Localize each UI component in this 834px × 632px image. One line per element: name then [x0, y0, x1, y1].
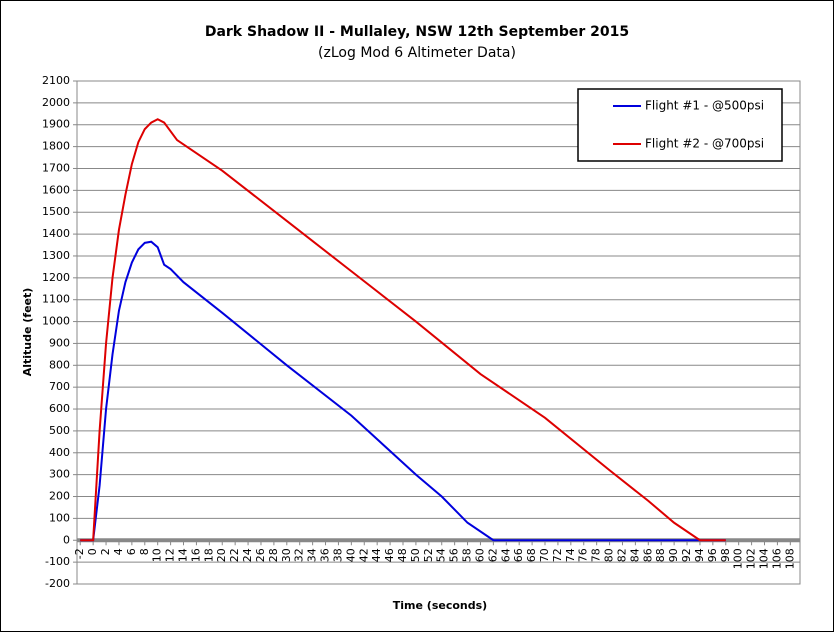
y-tick-label: 1100 — [42, 293, 70, 306]
x-tick-label: 2 — [99, 548, 112, 555]
x-tick-label: 42 — [357, 548, 370, 562]
x-tick-label: 48 — [396, 548, 409, 562]
x-tick-label: 38 — [331, 548, 344, 562]
x-tick-label: 24 — [241, 548, 254, 562]
x-tick-label: 102 — [745, 548, 758, 569]
y-tick-label: 1200 — [42, 271, 70, 284]
x-tick-label: 4 — [112, 548, 125, 555]
x-tick-label: 12 — [164, 548, 177, 562]
x-tick-label: 76 — [577, 548, 590, 562]
x-tick-label: 54 — [435, 548, 448, 562]
x-tick-label: 74 — [564, 548, 577, 562]
y-tick-label: 1800 — [42, 140, 70, 153]
x-tick-label: 22 — [228, 548, 241, 562]
x-tick-label: 0 — [86, 548, 99, 555]
x-tick-label: 108 — [783, 548, 796, 569]
x-tick-label: 6 — [125, 548, 138, 555]
x-tick-label: 40 — [344, 548, 357, 562]
x-tick-label: 46 — [383, 548, 396, 562]
x-tick-label: 82 — [615, 548, 628, 562]
x-tick-label: 84 — [628, 548, 641, 562]
legend-label: Flight #2 - @700psi — [645, 137, 764, 151]
y-tick-label: 1700 — [42, 161, 70, 174]
x-tick-label: 26 — [254, 548, 267, 562]
y-tick-label: -100 — [45, 555, 70, 568]
x-tick-label: 70 — [538, 548, 551, 562]
y-tick-label: 500 — [49, 424, 70, 437]
x-tick-label: 104 — [757, 548, 770, 569]
x-tick-label: 96 — [706, 548, 719, 562]
chart-title: Dark Shadow II - Mullaley, NSW 12th Sept… — [205, 24, 629, 40]
plot-area — [76, 80, 801, 585]
y-tick-label: -200 — [45, 577, 70, 590]
x-tick-label: 34 — [306, 548, 319, 562]
x-tick-label: 62 — [486, 548, 499, 562]
x-tick-label: 100 — [732, 548, 745, 569]
x-tick-label: 58 — [461, 548, 474, 562]
x-tick-label: 78 — [590, 548, 603, 562]
y-tick-label: 800 — [49, 358, 70, 371]
x-tick-label: 8 — [138, 548, 151, 555]
x-tick-label: 64 — [499, 548, 512, 562]
y-tick-label: 400 — [49, 446, 70, 459]
y-tick-label: 0 — [63, 533, 70, 546]
x-tick-label: 88 — [654, 548, 667, 562]
y-tick-label: 1500 — [42, 205, 70, 218]
y-tick-label: 1000 — [42, 315, 70, 328]
x-tick-label: 66 — [512, 548, 525, 562]
x-tick-label: 80 — [603, 548, 616, 562]
y-tick-label: 1300 — [42, 249, 70, 262]
x-tick-label: 106 — [770, 548, 783, 569]
x-tick-label: 14 — [177, 548, 190, 562]
x-axis-title: Time (seconds) — [393, 599, 487, 612]
x-tick-label: 30 — [280, 548, 293, 562]
x-tick-label: 32 — [293, 548, 306, 562]
x-tick-label: 28 — [267, 548, 280, 562]
y-tick-label: 2100 — [42, 74, 70, 87]
x-tick-label: 72 — [551, 548, 564, 562]
x-tick-label: 56 — [448, 548, 461, 562]
series-line — [80, 118, 726, 542]
x-tick-label: 86 — [641, 548, 654, 562]
x-tick-label: 18 — [202, 548, 215, 562]
y-tick-label: 100 — [49, 511, 70, 524]
x-tick-label: 20 — [215, 548, 228, 562]
x-tick-label: 10 — [151, 548, 164, 562]
y-tick-label: 1400 — [42, 227, 70, 240]
x-tick-label: 68 — [525, 548, 538, 562]
x-tick-label: 52 — [422, 548, 435, 562]
x-tick-label: 60 — [473, 548, 486, 562]
legend-label: Flight #1 - @500psi — [645, 99, 764, 113]
y-tick-label: 1600 — [42, 183, 70, 196]
y-tick-label: 700 — [49, 380, 70, 393]
x-tick-label: 90 — [667, 548, 680, 562]
y-tick-label: 1900 — [42, 118, 70, 131]
x-tick-label: 44 — [370, 548, 383, 562]
x-tick-label: 50 — [409, 548, 422, 562]
y-tick-label: 200 — [49, 490, 70, 503]
x-tick-label: 94 — [693, 548, 706, 562]
x-tick-label: 98 — [719, 548, 732, 562]
series-line — [80, 240, 726, 542]
x-tick-label: 92 — [680, 548, 693, 562]
legend-box — [577, 88, 783, 162]
y-tick-label: 600 — [49, 402, 70, 415]
chart-subtitle: (zLog Mod 6 Altimeter Data) — [318, 45, 516, 61]
x-tick-label: 36 — [319, 548, 332, 562]
y-tick-label: 900 — [49, 336, 70, 349]
y-axis-title: Altitude (feet) — [21, 288, 34, 377]
y-tick-label: 300 — [49, 468, 70, 481]
x-tick-label: -2 — [73, 548, 86, 559]
x-tick-label: 16 — [189, 548, 202, 562]
y-tick-label: 2000 — [42, 96, 70, 109]
